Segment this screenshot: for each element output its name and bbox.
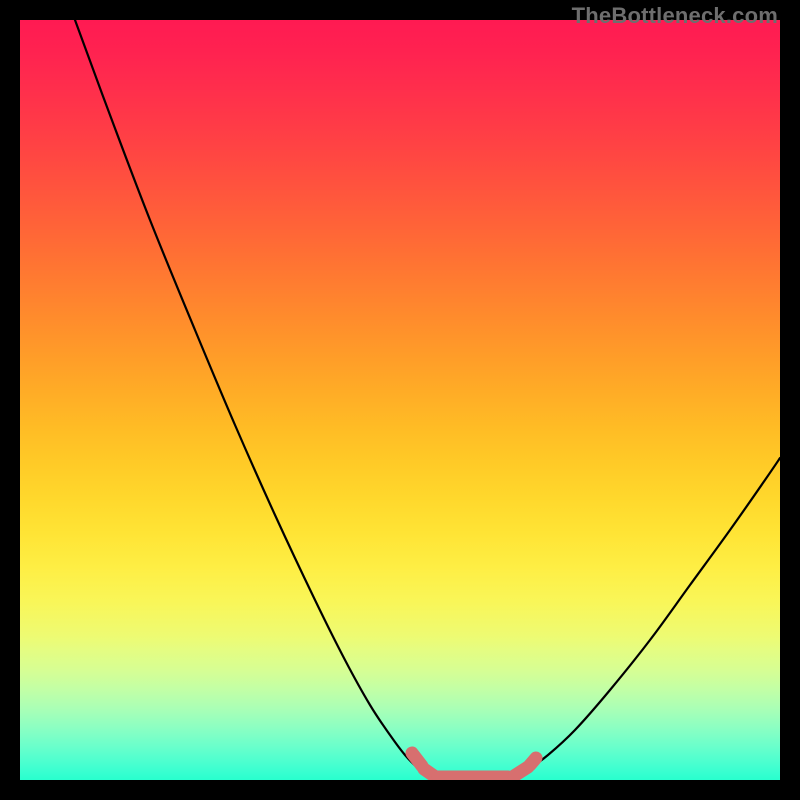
bottleneck-curve: [20, 20, 780, 780]
bottom-bump-4: [530, 758, 536, 765]
curve-right: [518, 458, 780, 774]
curve-left: [75, 20, 428, 774]
bottleneck-heatmap: [20, 20, 780, 780]
watermark-text: TheBottleneck.com: [572, 3, 778, 29]
